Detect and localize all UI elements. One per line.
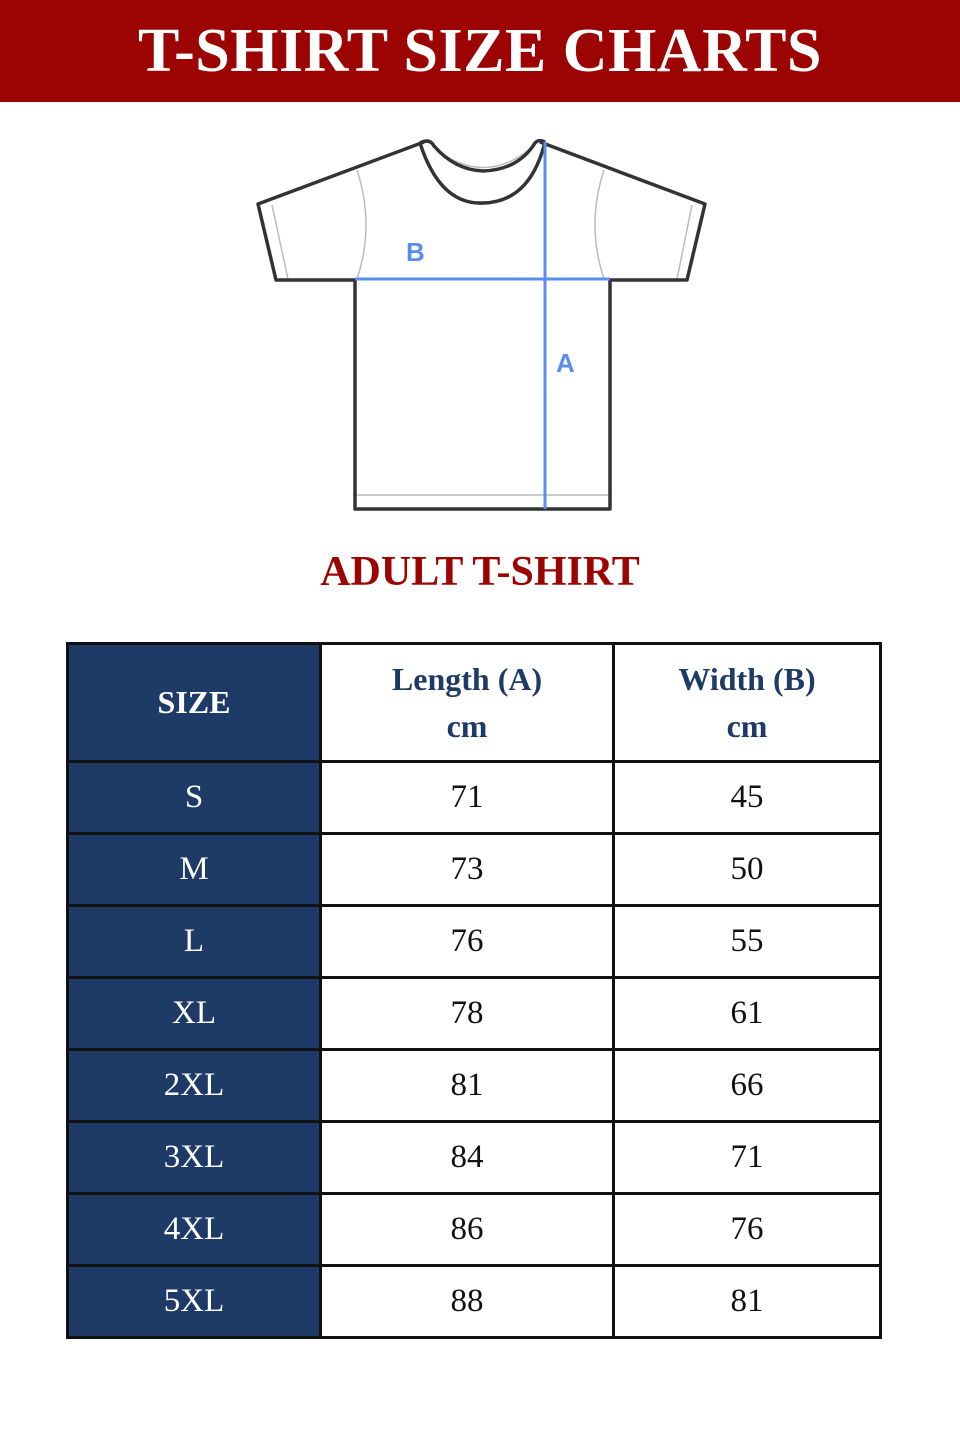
table-row: M 73 50: [66, 832, 882, 907]
header-width-label: Width (B): [678, 660, 816, 697]
length-cell: 86: [319, 1192, 615, 1267]
table-row: 5XL 88 81: [66, 1264, 882, 1339]
size-table: SIZE Length (A) cm Width (B) cm S 71 45 M 73 50…: [66, 642, 882, 1339]
length-cell: 73: [319, 832, 615, 907]
width-cell: 45: [612, 760, 882, 835]
size-cell: S: [66, 760, 322, 835]
table-row: 2XL 81 66: [66, 1048, 882, 1123]
size-cell: 4XL: [66, 1192, 322, 1267]
tshirt-diagram: B A: [256, 138, 707, 511]
table-row: L 76 55: [66, 904, 882, 979]
width-cell: 50: [612, 832, 882, 907]
size-cell: M: [66, 832, 322, 907]
header-width: Width (B) cm: [612, 642, 882, 763]
table-row: 3XL 84 71: [66, 1120, 882, 1195]
shirt-collar: [418, 138, 547, 205]
width-cell: 61: [612, 976, 882, 1051]
size-cell: XL: [66, 976, 322, 1051]
table-header-row: SIZE Length (A) cm Width (B) cm: [66, 642, 882, 763]
width-cell: 81: [612, 1264, 882, 1339]
table-row: XL 78 61: [66, 976, 882, 1051]
length-cell: 88: [319, 1264, 615, 1339]
length-cell: 78: [319, 976, 615, 1051]
header-length-unit: cm: [446, 707, 488, 744]
header-width-unit: cm: [726, 707, 768, 744]
shirt-outline: [256, 140, 707, 511]
header-size: SIZE: [66, 642, 322, 763]
width-cell: 55: [612, 904, 882, 979]
page-title: T-SHIRT SIZE CHARTS: [138, 17, 822, 85]
size-cell: 3XL: [66, 1120, 322, 1195]
size-cell: L: [66, 904, 322, 979]
width-cell: 76: [612, 1192, 882, 1267]
length-cell: 81: [319, 1048, 615, 1123]
length-label: A: [556, 348, 575, 378]
length-cell: 84: [319, 1120, 615, 1195]
section-title: ADULT T-SHIRT: [320, 549, 640, 595]
header-length: Length (A) cm: [319, 642, 615, 763]
width-label: B: [406, 237, 425, 267]
header-length-label: Length (A): [391, 660, 543, 697]
width-cell: 66: [612, 1048, 882, 1123]
size-cell: 5XL: [66, 1264, 322, 1339]
length-cell: 71: [319, 760, 615, 835]
table-row: 4XL 86 76: [66, 1192, 882, 1267]
width-cell: 71: [612, 1120, 882, 1195]
length-cell: 76: [319, 904, 615, 979]
size-cell: 2XL: [66, 1048, 322, 1123]
header-banner: T-SHIRT SIZE CHARTS: [0, 0, 960, 102]
table-row: S 71 45: [66, 760, 882, 835]
